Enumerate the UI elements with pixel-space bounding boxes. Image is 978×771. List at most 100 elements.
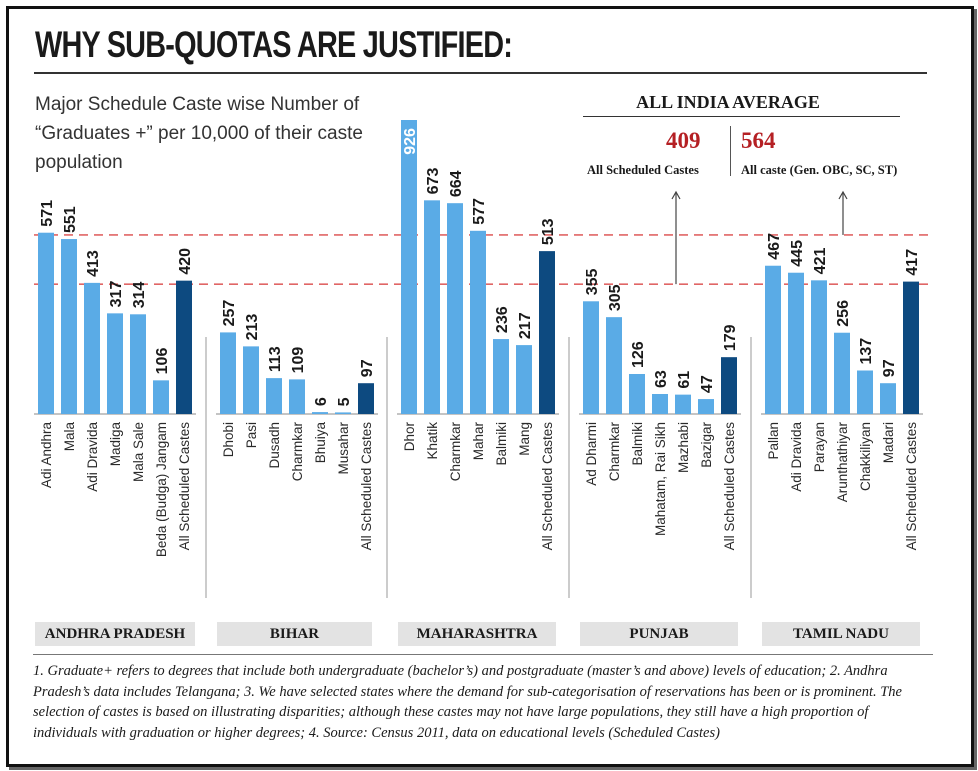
value-label-1-3: 109 [290,347,307,374]
category-label-1-0: Dhobi [221,422,236,457]
sc-average-value: 409 [666,128,701,153]
bar-2-3 [470,230,486,414]
value-label-4-3: 256 [835,300,852,327]
category-label-1-2: Dusadh [267,422,282,469]
category-label-0-4: Mala Sale [131,422,146,482]
bar-4-5 [880,383,896,414]
bar-2-2 [447,203,463,414]
value-label-3-5: 47 [699,375,716,393]
all-caste-average-value: 564 [741,128,776,153]
bar-2-5 [516,345,532,414]
value-label-2-2: 664 [448,170,465,197]
category-label-0-2: Adi Dravida [85,422,100,492]
bar-1-4 [312,412,328,414]
bar-0-1 [61,239,77,414]
bar-2-1 [424,200,440,414]
category-label-2-5: Mang [517,422,532,456]
category-label-2-4: Balmiki [494,422,509,466]
chart-subtitle: Major Schedule Caste wise Number of “Gra… [35,94,363,173]
bar-1-5 [335,412,351,414]
bar-0-4 [130,314,146,414]
category-label-1-5: Musahar [336,422,351,475]
value-label-2-0: 926 [402,128,419,155]
title-divider [34,72,927,74]
value-label-0-0: 571 [39,200,56,227]
value-label-0-3: 317 [108,281,125,308]
value-label-3-0: 355 [584,268,601,295]
category-label-4-3: Arunthathiyar [835,421,850,502]
category-label-2-6: All Scheduled Castes [540,422,555,551]
category-label-2-1: Khatik [425,422,440,460]
bar-0-6 [176,280,192,414]
category-label-3-2: Balmiki [630,422,645,466]
value-label-2-1: 673 [425,168,442,195]
category-label-4-4: Chakkiliyan [858,422,873,491]
value-label-4-2: 421 [812,248,829,275]
category-label-4-2: Parayan [812,422,827,472]
bar-3-4 [675,394,691,414]
state-label-4: TAMIL NADU [762,622,920,646]
value-label-3-2: 126 [630,341,647,368]
bar-0-2 [84,282,100,414]
category-label-4-1: Adi Dravida [789,422,804,492]
category-label-2-0: Dhor [402,422,417,452]
value-label-1-4: 6 [313,397,330,406]
category-label-0-6: All Scheduled Castes [177,422,192,551]
category-label-2-3: Mahar [471,421,486,460]
value-label-4-5: 97 [881,359,898,377]
category-label-3-6: All Scheduled Castes [722,422,737,551]
bar-0-0 [38,232,54,414]
value-label-2-3: 577 [471,198,488,225]
category-label-3-4: Mazhabi [676,422,691,473]
category-label-2-2: Charmkar [448,422,463,482]
category-label-3-1: Charmkar [607,422,622,482]
all-caste-average-arrow-head [838,190,848,200]
category-label-3-3: Mahatam, Rai Sikh [653,422,668,536]
value-label-2-4: 236 [494,306,511,333]
value-label-4-6: 417 [904,249,921,276]
footnote: 1. Graduate+ refers to degrees that incl… [33,654,933,743]
category-label-1-4: Bhuiya [313,422,328,464]
all-caste-average-label: All caste (Gen. OBC, SC, ST) [741,163,898,177]
category-label-4-0: Pallan [766,422,781,460]
state-label-1: BIHAR [217,622,372,646]
all-india-average-heading: ALL INDIA AVERAGE [636,92,820,112]
bar-4-2 [811,280,827,414]
value-label-0-6: 420 [177,248,194,275]
average-divider [730,126,731,176]
bar-3-0 [583,301,599,414]
state-label-0: ANDHRA PRADESH [35,622,195,646]
bar-4-6 [903,281,919,414]
value-label-0-1: 551 [62,206,79,233]
sc-average-label: All Scheduled Castes [587,163,699,177]
page-title: WHY SUB-QUOTAS ARE JUSTIFIED: [35,24,513,65]
value-label-1-5: 5 [336,397,353,406]
category-label-1-1: Pasi [244,422,259,448]
sc-average-arrow-head [671,190,681,200]
value-label-0-2: 413 [85,250,102,277]
bar-3-2 [629,373,645,414]
bar-4-3 [834,332,850,414]
bar-2-4 [493,339,509,414]
category-label-0-5: Beda (Budga) Jangam [154,422,169,557]
category-label-4-5: Madari [881,422,896,463]
value-label-4-1: 445 [789,240,806,267]
value-label-4-0: 467 [766,233,783,260]
category-label-3-0: Ad Dharmi [584,422,599,486]
state-label-2: MAHARASHTRA [398,622,556,646]
bar-0-5 [153,380,169,414]
bar-0-3 [107,313,123,414]
category-label-1-3: Charmkar [290,422,305,482]
state-label-3: PUNJAB [580,622,738,646]
value-label-3-1: 305 [607,284,624,311]
bar-1-6 [358,383,374,414]
category-label-0-0: Adi Andhra [39,422,54,489]
category-label-0-1: Mala [62,422,77,452]
value-label-3-4: 61 [676,371,693,389]
value-label-2-5: 217 [517,312,534,339]
bar-2-6 [539,251,555,414]
all-india-average-rule [583,116,900,117]
category-label-3-5: Bazigar [699,422,714,468]
value-label-0-5: 106 [154,348,171,375]
